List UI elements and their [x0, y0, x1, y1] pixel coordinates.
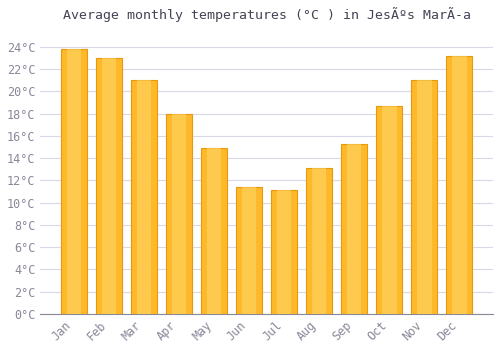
Bar [207, 148, 222, 314]
Bar [347, 144, 362, 314]
Bar [242, 187, 256, 314]
Title: Average monthly temperatures (°C ) in JesÃºs MarÃ­a: Average monthly temperatures (°C ) in Je… [62, 7, 470, 22]
Bar [236, 187, 262, 314]
Bar [172, 113, 186, 314]
Bar [131, 80, 157, 314]
Bar [271, 190, 297, 314]
Bar [306, 168, 332, 314]
Bar [312, 168, 326, 314]
Bar [166, 113, 192, 314]
Bar [102, 58, 117, 314]
Bar [446, 56, 472, 314]
Bar [137, 80, 152, 314]
Bar [376, 106, 402, 314]
Bar [382, 106, 396, 314]
Bar [341, 144, 367, 314]
Bar [67, 49, 81, 314]
Bar [61, 49, 87, 314]
Bar [277, 190, 291, 314]
Bar [96, 58, 122, 314]
Bar [452, 56, 466, 314]
Bar [411, 80, 438, 314]
Bar [417, 80, 432, 314]
Bar [201, 148, 228, 314]
